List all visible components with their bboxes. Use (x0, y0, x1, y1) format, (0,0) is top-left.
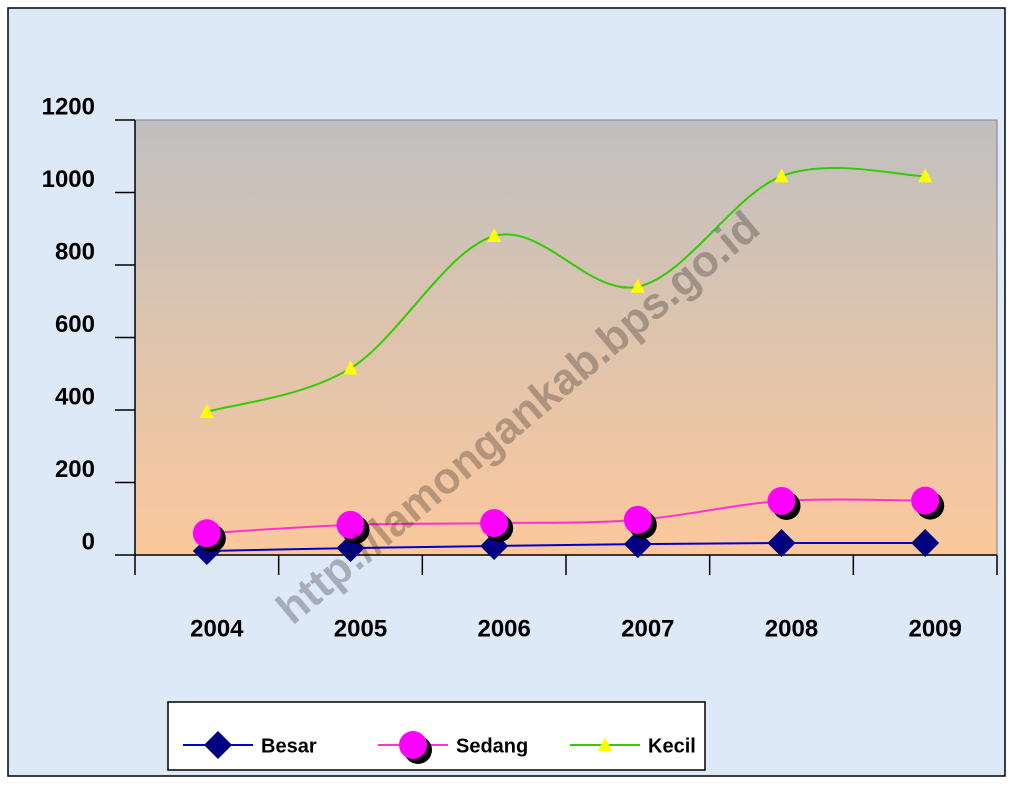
legend-box (167, 701, 706, 771)
legend-label: Sedang (456, 735, 528, 757)
legend-marker (598, 737, 612, 751)
y-tick-label: 600 (55, 311, 95, 338)
x-tick-label: 2005 (334, 615, 387, 642)
legend-marker (204, 731, 232, 759)
data-point (623, 505, 652, 534)
x-tick-label: 2009 (908, 615, 961, 642)
y-tick-label: 800 (55, 238, 95, 265)
x-tick-label: 2008 (765, 615, 818, 642)
x-tick-label: 2006 (477, 615, 530, 642)
data-point (630, 278, 645, 293)
series-line (206, 541, 926, 553)
y-tick-label: 200 (55, 456, 95, 483)
plot-area (134, 119, 998, 556)
legend-marker (399, 731, 427, 759)
series-line (206, 167, 926, 413)
y-tick-label: 1000 (42, 166, 95, 193)
legend-label: Besar (261, 735, 317, 757)
y-tick-label: 1200 (42, 93, 95, 120)
y-tick-label: 400 (55, 383, 95, 410)
data-point (767, 529, 796, 558)
data-point (911, 486, 940, 515)
data-point (480, 509, 509, 538)
data-point (767, 486, 796, 515)
x-tick-label: 2007 (621, 615, 674, 642)
data-point (336, 510, 365, 539)
data-point (911, 529, 940, 558)
data-point (343, 360, 358, 375)
data-point (918, 168, 933, 183)
y-tick-label: 0 (82, 528, 95, 555)
data-point (774, 168, 789, 183)
data-point (192, 519, 221, 548)
x-tick-label: 2004 (190, 615, 244, 642)
legend-label: Kecil (648, 735, 696, 757)
data-point (199, 403, 214, 418)
data-point (487, 228, 502, 242)
